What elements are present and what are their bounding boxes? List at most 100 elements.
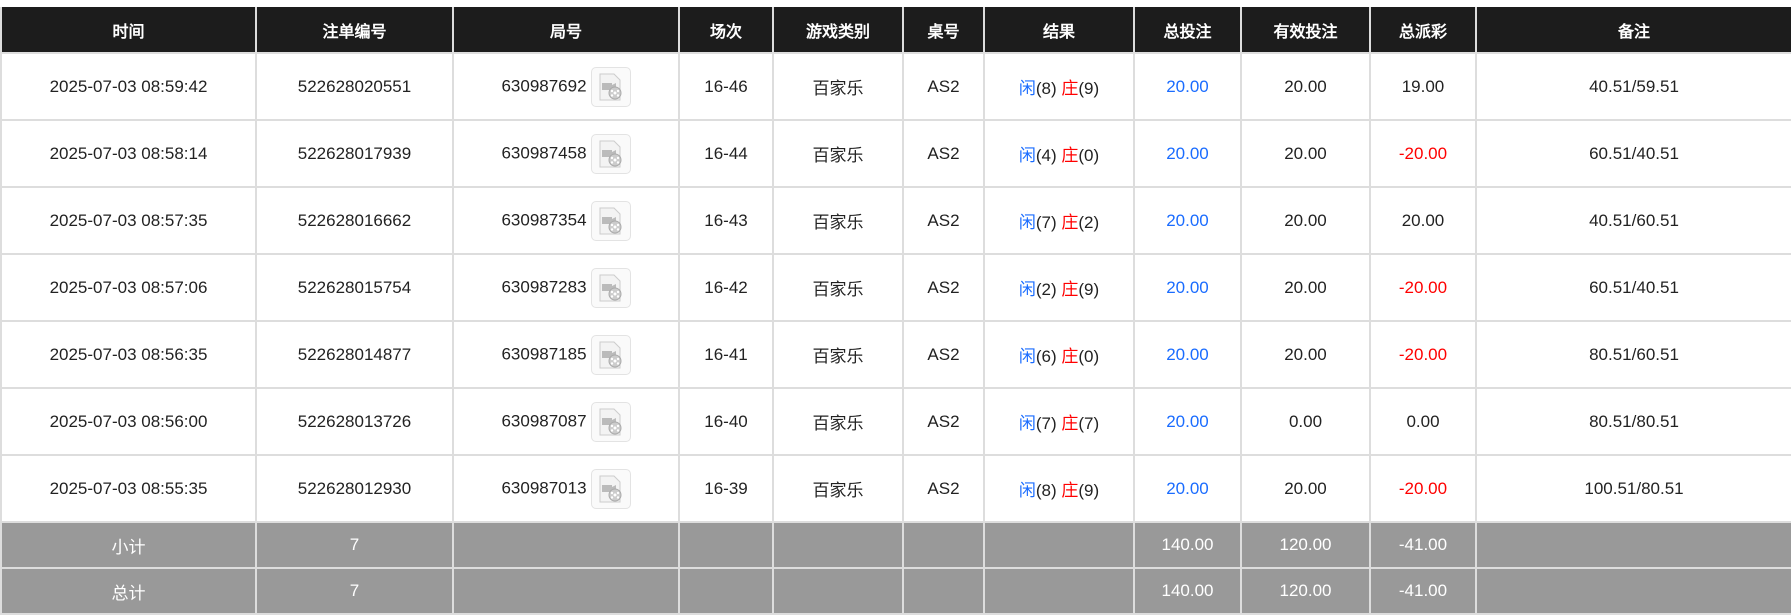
- player-score: (4): [1035, 146, 1057, 165]
- banker-score: (0): [1078, 347, 1100, 366]
- total-bet-cell: 20.00: [1133, 119, 1242, 188]
- empty-cell: [902, 521, 985, 569]
- round-cell: 630987185: [452, 320, 680, 389]
- video-replay-icon[interactable]: [590, 66, 631, 107]
- empty-cell: [983, 567, 1135, 615]
- bet-id-cell: 522628015754: [255, 253, 454, 322]
- total-bet-cell: 20.00: [1133, 253, 1242, 322]
- player-label: 闲: [1018, 347, 1036, 366]
- shoe-cell: 16-44: [678, 119, 774, 188]
- round-number: 630987458: [501, 142, 587, 162]
- empty-cell: [1475, 521, 1791, 569]
- table-no-cell: AS2: [902, 387, 985, 456]
- table-no-cell: AS2: [902, 454, 985, 523]
- valid-bet-cell: 20.00: [1240, 454, 1371, 523]
- time-cell: 2025-07-03 08:59:42: [0, 52, 257, 121]
- bet-id-cell: 522628012930: [255, 454, 454, 523]
- shoe-cell: 16-46: [678, 52, 774, 121]
- banker-score: (9): [1078, 481, 1100, 500]
- payout-cell: -20.00: [1369, 253, 1477, 322]
- video-replay-icon[interactable]: [590, 468, 631, 509]
- game-type-cell: 百家乐: [772, 119, 904, 188]
- round-number: 630987185: [501, 343, 587, 363]
- note-cell: 80.51/80.51: [1475, 387, 1791, 456]
- video-replay-icon[interactable]: [590, 401, 631, 442]
- header-total-bet: 总投注: [1133, 7, 1242, 53]
- result-cell: 闲(4) 庄(0): [983, 119, 1135, 188]
- total-bet-cell: 20.00: [1133, 320, 1242, 389]
- banker-label: 庄: [1061, 414, 1079, 433]
- header-shoe: 场次: [678, 7, 774, 53]
- game-type-cell: 百家乐: [772, 186, 904, 255]
- banker-score: (9): [1078, 280, 1100, 299]
- valid-bet-cell: 0.00: [1240, 387, 1371, 456]
- summary-total-bet: 140.00: [1133, 567, 1242, 615]
- note-cell: 40.51/59.51: [1475, 52, 1791, 121]
- table-row: 2025-07-03 08:58:14 522628017939 6309874…: [0, 119, 1791, 188]
- table-no-cell: AS2: [902, 119, 985, 188]
- valid-bet-cell: 20.00: [1240, 52, 1371, 121]
- payout-cell: -20.00: [1369, 119, 1477, 188]
- header-bet-id: 注单编号: [255, 7, 454, 53]
- table-no-cell: AS2: [902, 320, 985, 389]
- game-type-cell: 百家乐: [772, 52, 904, 121]
- player-score: (7): [1035, 414, 1057, 433]
- empty-cell: [902, 567, 985, 615]
- shoe-cell: 16-42: [678, 253, 774, 322]
- bet-records-table: 时间 注单编号 局号 场次 游戏类别 桌号 结果 总投注 有效投注 总派彩 备注 2025-07-0…: [0, 7, 1791, 615]
- bet-id-cell: 522628014877: [255, 320, 454, 389]
- header-result: 结果: [983, 7, 1135, 53]
- result-cell: 闲(7) 庄(7): [983, 387, 1135, 456]
- video-replay-icon[interactable]: [590, 200, 631, 241]
- summary-label: 总计: [0, 567, 257, 615]
- round-cell: 630987087: [452, 387, 680, 456]
- banker-label: 庄: [1061, 347, 1079, 366]
- bet-id-cell: 522628017939: [255, 119, 454, 188]
- round-number: 630987692: [501, 75, 587, 95]
- header-note: 备注: [1475, 7, 1791, 53]
- payout-cell: 20.00: [1369, 186, 1477, 255]
- table-row: 2025-07-03 08:56:00 522628013726 6309870…: [0, 387, 1791, 456]
- summary-valid-bet: 120.00: [1240, 567, 1371, 615]
- empty-cell: [772, 567, 904, 615]
- payout-cell: -20.00: [1369, 454, 1477, 523]
- header-table-no: 桌号: [902, 7, 985, 53]
- video-replay-icon[interactable]: [590, 334, 631, 375]
- round-number: 630987087: [501, 410, 587, 430]
- note-cell: 100.51/80.51: [1475, 454, 1791, 523]
- note-cell: 80.51/60.51: [1475, 320, 1791, 389]
- player-score: (7): [1035, 213, 1057, 232]
- payout-cell: -20.00: [1369, 320, 1477, 389]
- note-cell: 60.51/40.51: [1475, 253, 1791, 322]
- table-no-cell: AS2: [902, 52, 985, 121]
- round-cell: 630987013: [452, 454, 680, 523]
- summary-count: 7: [255, 567, 454, 615]
- empty-cell: [983, 521, 1135, 569]
- video-replay-icon[interactable]: [590, 267, 631, 308]
- player-score: (8): [1035, 481, 1057, 500]
- round-number: 630987013: [501, 477, 587, 497]
- round-number: 630987283: [501, 276, 587, 296]
- video-replay-icon[interactable]: [590, 133, 631, 174]
- banker-label: 庄: [1061, 280, 1079, 299]
- shoe-cell: 16-41: [678, 320, 774, 389]
- valid-bet-cell: 20.00: [1240, 253, 1371, 322]
- player-label: 闲: [1018, 280, 1036, 299]
- game-type-cell: 百家乐: [772, 253, 904, 322]
- summary-total-bet: 140.00: [1133, 521, 1242, 569]
- table-row: 2025-07-03 08:59:42 522628020551 6309876…: [0, 52, 1791, 121]
- player-label: 闲: [1018, 481, 1036, 500]
- total-bet-cell: 20.00: [1133, 186, 1242, 255]
- round-cell: 630987692: [452, 52, 680, 121]
- game-type-cell: 百家乐: [772, 320, 904, 389]
- header-payout: 总派彩: [1369, 7, 1477, 53]
- player-score: (2): [1035, 280, 1057, 299]
- header-round: 局号: [452, 7, 680, 53]
- empty-cell: [452, 521, 680, 569]
- shoe-cell: 16-39: [678, 454, 774, 523]
- banker-score: (0): [1078, 146, 1100, 165]
- player-label: 闲: [1018, 414, 1036, 433]
- valid-bet-cell: 20.00: [1240, 186, 1371, 255]
- total-bet-cell: 20.00: [1133, 52, 1242, 121]
- time-cell: 2025-07-03 08:56:35: [0, 320, 257, 389]
